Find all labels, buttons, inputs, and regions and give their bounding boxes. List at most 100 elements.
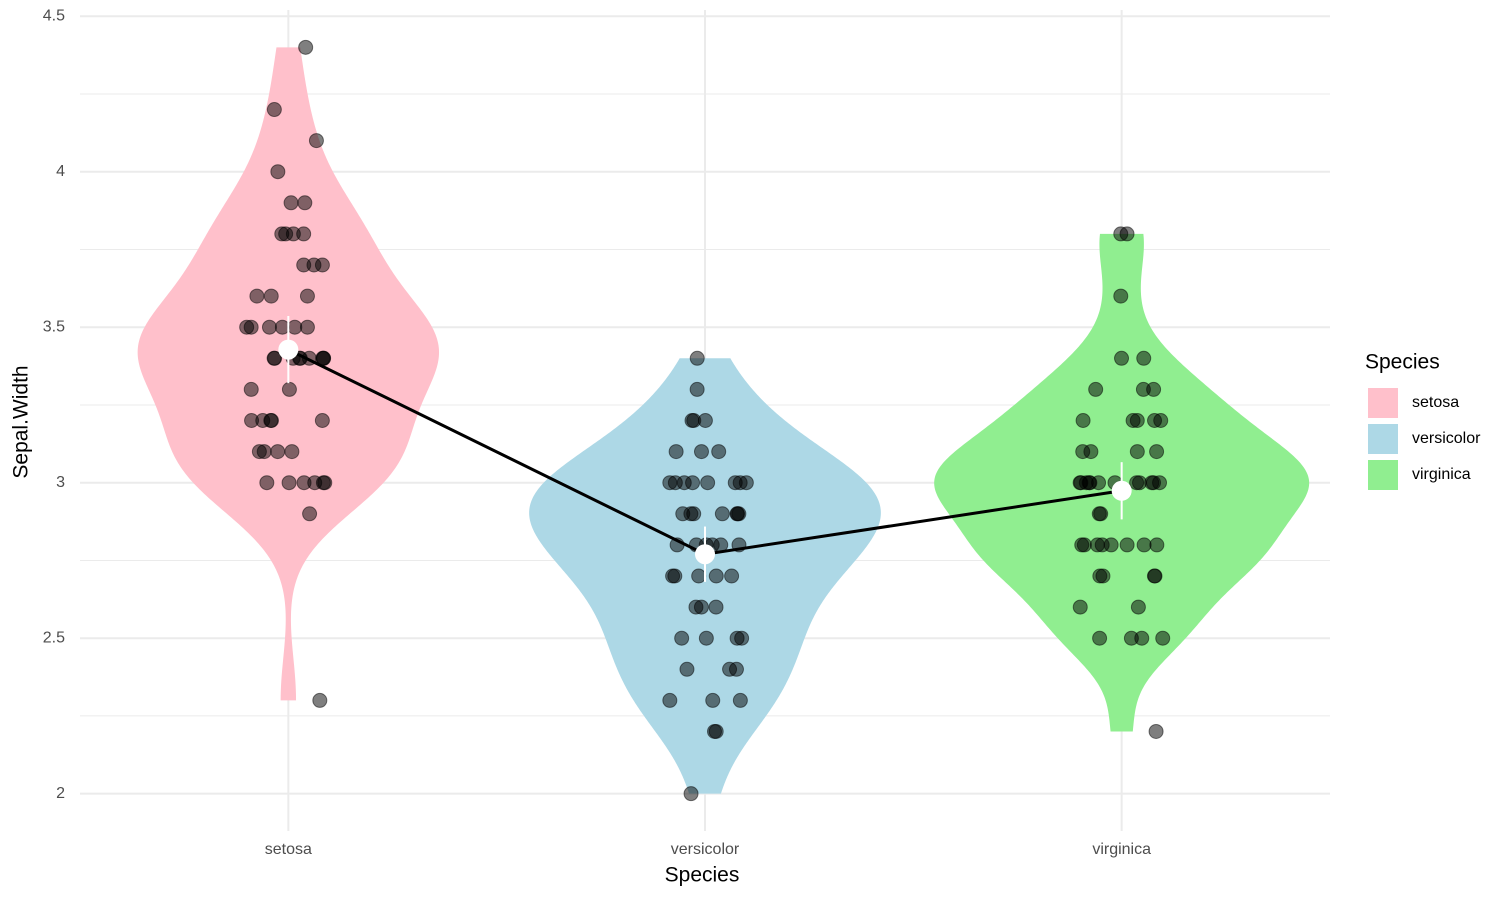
data-point <box>1072 599 1088 615</box>
data-point <box>1083 444 1099 460</box>
data-point <box>299 288 315 304</box>
data-point <box>705 692 721 708</box>
data-point <box>263 288 279 304</box>
data-point <box>728 661 744 677</box>
data-point <box>1149 444 1165 460</box>
y-tick-label: 3 <box>56 474 65 491</box>
data-point <box>299 319 315 335</box>
data-point <box>674 630 690 646</box>
data-point <box>667 568 683 584</box>
data-point <box>1092 630 1108 646</box>
data-point <box>1148 723 1164 739</box>
legend-label: setosa <box>1412 394 1459 411</box>
data-point <box>296 475 312 491</box>
y-tick-label: 4 <box>56 163 65 180</box>
mean-point <box>1111 480 1132 501</box>
y-axis-title: Sepal.Width <box>10 365 33 478</box>
data-point <box>1119 537 1135 553</box>
x-tick-label: setosa <box>265 841 312 858</box>
data-point <box>249 288 265 304</box>
data-point <box>302 506 318 522</box>
data-point <box>708 723 724 739</box>
data-point <box>689 381 705 397</box>
legend-swatch <box>1368 460 1398 490</box>
data-point <box>683 786 699 802</box>
data-point <box>283 195 299 211</box>
data-point <box>1130 599 1146 615</box>
data-point <box>1113 288 1129 304</box>
data-point <box>1153 413 1169 428</box>
data-point <box>667 475 683 491</box>
data-point <box>251 444 267 460</box>
mean-point <box>695 544 715 565</box>
data-point <box>683 506 699 522</box>
data-point <box>679 661 695 677</box>
data-point <box>729 630 745 646</box>
x-axis-title: Species <box>665 864 740 887</box>
data-point <box>685 475 701 491</box>
data-point <box>287 319 303 335</box>
data-point <box>708 599 724 615</box>
data-point <box>284 444 300 460</box>
data-point <box>684 413 700 428</box>
data-point <box>730 506 746 522</box>
data-point <box>255 413 271 428</box>
data-point <box>1155 630 1171 646</box>
data-point <box>266 102 282 118</box>
data-point <box>267 350 283 366</box>
data-point <box>308 133 324 149</box>
x-tick-label: versicolor <box>671 841 740 858</box>
data-point <box>691 568 707 584</box>
data-point <box>697 413 713 428</box>
data-point <box>274 319 290 335</box>
legend-swatch <box>1368 388 1398 418</box>
legend-label: virginica <box>1412 466 1471 483</box>
data-point <box>708 568 724 584</box>
data-point <box>732 475 748 491</box>
data-point <box>261 319 277 335</box>
x-tick-label: virginica <box>1092 841 1151 858</box>
data-point <box>243 381 259 397</box>
data-point <box>314 257 330 273</box>
y-tick-label: 3.5 <box>43 318 65 335</box>
data-point <box>698 630 714 646</box>
data-point <box>270 164 286 180</box>
data-point <box>1076 537 1092 553</box>
data-point <box>1129 444 1145 460</box>
data-point <box>1146 381 1162 397</box>
data-point <box>1089 537 1105 553</box>
data-point <box>668 444 684 460</box>
data-point <box>700 475 716 491</box>
legend-title: Species <box>1365 351 1440 374</box>
data-point <box>314 413 330 428</box>
data-point <box>297 195 313 211</box>
data-point <box>317 475 333 491</box>
mean-point <box>278 339 299 360</box>
data-point <box>1152 475 1168 491</box>
legend-label: versicolor <box>1412 430 1481 447</box>
data-point <box>1075 413 1091 428</box>
data-point <box>1134 630 1150 646</box>
data-point <box>689 350 705 366</box>
data-point <box>724 568 740 584</box>
y-tick-label: 2 <box>56 785 65 802</box>
data-point <box>1149 537 1165 553</box>
y-tick-label: 2.5 <box>43 629 65 646</box>
data-point <box>281 381 297 397</box>
data-point <box>711 444 727 460</box>
data-point <box>1081 475 1097 491</box>
data-point <box>298 39 314 55</box>
data-point <box>270 444 286 460</box>
data-point <box>1146 568 1162 584</box>
data-point <box>732 692 748 708</box>
data-point <box>662 692 678 708</box>
data-point <box>693 599 709 615</box>
data-point <box>1136 350 1152 366</box>
data-point <box>1136 537 1152 553</box>
y-tick-label: 4.5 <box>43 7 65 24</box>
data-point <box>693 444 709 460</box>
data-point <box>1125 413 1141 428</box>
data-point <box>1088 381 1104 397</box>
data-point <box>1114 350 1130 366</box>
